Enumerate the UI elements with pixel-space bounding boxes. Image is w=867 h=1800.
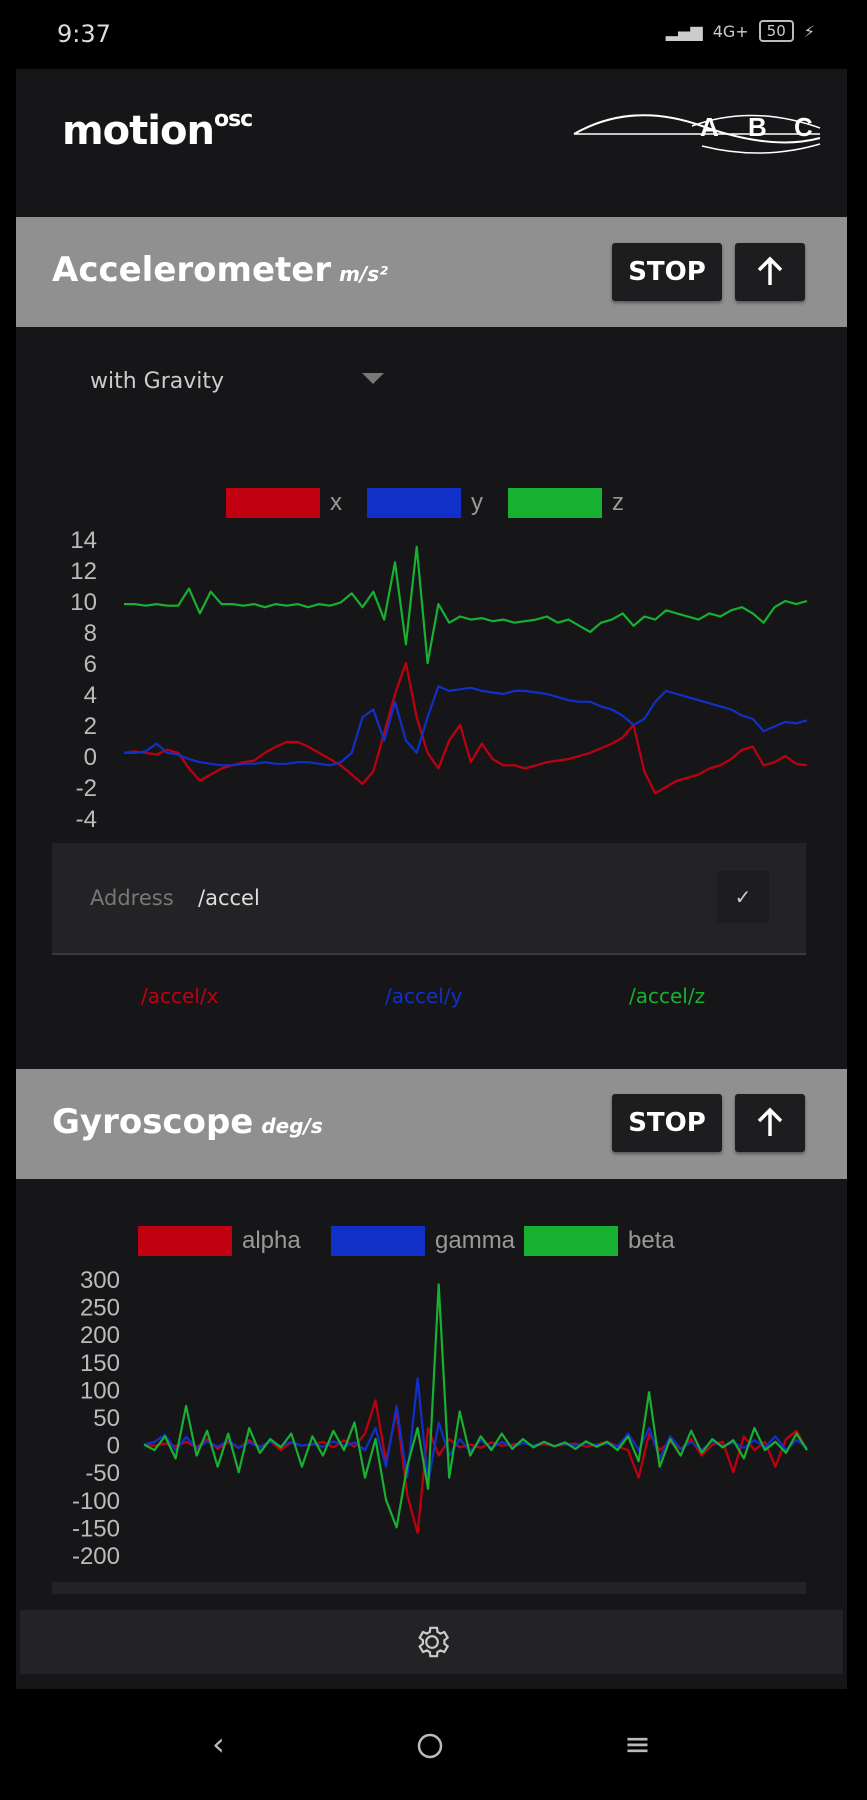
accel-series-z — [124, 545, 808, 665]
gyro-legend-swatch-gamma — [331, 1226, 425, 1256]
chevron-down-icon[interactable] — [362, 373, 384, 384]
gyro-y-tick: 300 — [80, 1267, 120, 1294]
gyroscope-title: Gyroscope deg/s — [52, 1102, 323, 1142]
arrow-up-icon — [757, 1107, 783, 1136]
gyro-legend-label-alpha: alpha — [242, 1227, 301, 1254]
accel-y-tick: -2 — [76, 775, 97, 802]
network-label: 4G+ — [712, 21, 749, 41]
accel-legend-label-x: x — [330, 489, 342, 516]
gyro-y-tick: -50 — [85, 1460, 120, 1487]
nav-home-icon[interactable] — [416, 1730, 444, 1768]
gyro-legend-label-beta: beta — [628, 1227, 675, 1254]
logo-letter-b: B — [748, 112, 767, 142]
gyro-series-beta — [143, 1283, 808, 1529]
status-time: 9:37 — [57, 20, 111, 48]
nav-menu-icon[interactable]: ≡ — [624, 1725, 651, 1763]
osc-address-x: /accel/x — [141, 984, 219, 1008]
gyro-y-tick: 150 — [80, 1350, 120, 1377]
accelerometer-stop-button[interactable]: STOP — [612, 243, 722, 301]
accel-legend-swatch-z — [508, 488, 602, 518]
gyro-y-tick: -150 — [72, 1515, 120, 1542]
accel-series-x — [123, 661, 808, 795]
accel-y-tick: 0 — [84, 744, 97, 771]
gyro-y-tick: 250 — [80, 1295, 120, 1322]
gyroscope-chart: alpha gamma beta300250200150100500-50-100-… — [72, 1226, 808, 1570]
accel-y-tick: 8 — [84, 620, 97, 647]
status-icons: ▂▄▆ 4G+ 50 ⚡ — [666, 20, 815, 42]
signal-icon: ▂▄▆ — [665, 21, 703, 41]
settings-bar — [20, 1610, 843, 1674]
gyro-y-tick: -200 — [72, 1543, 120, 1570]
gear-icon[interactable] — [412, 1622, 452, 1662]
gyro-y-tick: -100 — [72, 1488, 120, 1515]
address-confirm-button[interactable]: ✓ — [717, 871, 769, 923]
accel-y-tick: -4 — [76, 806, 97, 833]
accelerometer-title: Accelerometer m/s² — [52, 250, 388, 290]
accel-y-tick: 10 — [70, 589, 97, 616]
accel-y-tick: 12 — [70, 558, 97, 585]
accel-series-y — [124, 685, 808, 767]
arrow-up-icon — [757, 256, 783, 285]
abc-logo: A B C — [573, 112, 821, 154]
gyro-legend-label-gamma: gamma — [435, 1227, 516, 1254]
charging-icon: ⚡ — [803, 21, 815, 41]
gyro-y-tick: 50 — [93, 1405, 120, 1432]
accel-y-tick: 6 — [84, 651, 97, 678]
gyroscope-footer — [52, 1582, 806, 1594]
accel-legend-label-z: z — [612, 489, 624, 516]
accel-legend-label-y: y — [471, 489, 483, 516]
accel-y-tick: 4 — [84, 682, 97, 709]
gyro-series-gamma — [143, 1377, 808, 1485]
osc-address-y: /accel/y — [385, 984, 463, 1008]
accel-y-tick: 2 — [84, 713, 97, 740]
osc-address-z: /accel/z — [629, 984, 706, 1008]
address-label: Address — [90, 886, 174, 910]
gyro-y-tick: 100 — [80, 1377, 120, 1404]
gravity-select[interactable]: with Gravity — [90, 369, 225, 394]
accelerometer-chart: x y z 14 12 10 8 6 4 2 0 -2 -4 — [70, 488, 808, 833]
logo-letter-c: C — [794, 112, 813, 142]
gyro-legend-swatch-beta — [524, 1226, 618, 1256]
gyro-series-alpha — [143, 1399, 808, 1534]
gyro-y-tick: 0 — [107, 1433, 120, 1460]
gyro-legend-swatch-alpha — [138, 1226, 232, 1256]
address-row — [52, 843, 806, 955]
battery-icon: 50 — [758, 20, 794, 42]
gyro-y-tick: 200 — [80, 1322, 120, 1349]
gyroscope-upload-button[interactable] — [735, 1094, 805, 1152]
app-title: motionosc — [62, 106, 253, 154]
accel-y-tick: 14 — [70, 527, 97, 554]
logo-letter-a: A — [700, 112, 719, 142]
accel-legend-swatch-x — [226, 488, 320, 518]
accelerometer-upload-button[interactable] — [735, 243, 805, 301]
address-input[interactable]: /accel — [198, 886, 260, 910]
accel-legend-swatch-y — [367, 488, 461, 518]
gyroscope-stop-button[interactable]: STOP — [612, 1094, 722, 1152]
check-icon: ✓ — [734, 885, 752, 909]
nav-back-icon[interactable]: ‹ — [212, 1725, 225, 1763]
